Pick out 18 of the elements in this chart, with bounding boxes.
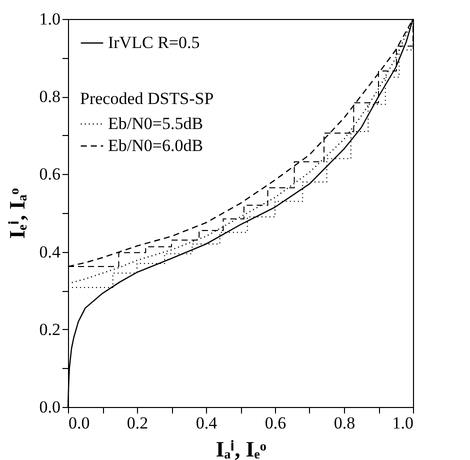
y-tick-label: 0.4 <box>39 242 61 262</box>
annotation: Precoded DSTS-SP <box>80 89 214 108</box>
y-tick-label: 0.8 <box>39 87 60 106</box>
x-tick-label: 0.6 <box>264 414 286 432</box>
legend-label: IrVLC R=0.5 <box>108 33 200 52</box>
y-tick-label: 0.0 <box>39 398 60 416</box>
y-tick-label: 0.2 <box>39 320 60 339</box>
x-tick-label: 0.2 <box>126 414 148 432</box>
legend-label: Eb/N0=5.5dB <box>108 114 204 133</box>
y-tick-label: 1.0 <box>39 10 60 28</box>
x-tick-label: 1.0 <box>392 414 414 432</box>
x-tick-label: 0.8 <box>334 414 356 432</box>
y-tick-label: 0.6 <box>39 164 60 184</box>
legend-label: Eb/N0=6.0dB <box>108 136 204 155</box>
x-axis-title: Iₐⁱ, Iₑᵒ <box>216 436 266 460</box>
x-tick-label: 0.0 <box>68 414 90 432</box>
y-axis-title: Iₑⁱ, Iₐᵒ <box>4 188 30 239</box>
x-tick-label: 0.4 <box>196 414 218 432</box>
